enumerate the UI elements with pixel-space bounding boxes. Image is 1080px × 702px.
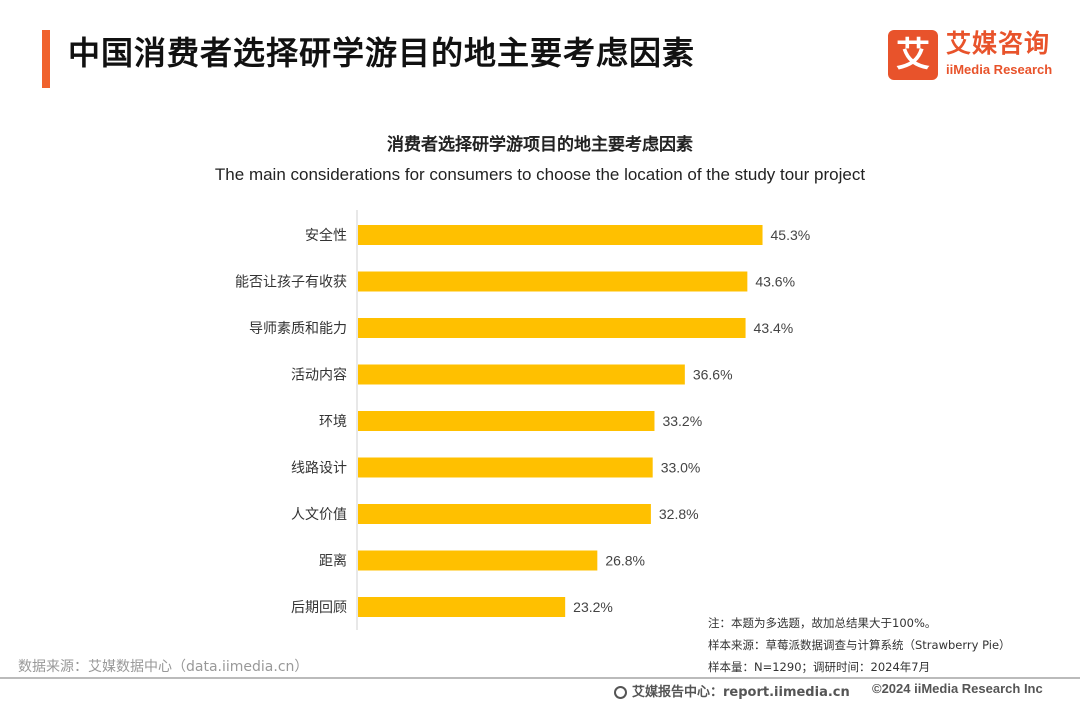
category-label: 人文价值: [291, 507, 347, 523]
category-label: 安全性: [305, 227, 347, 244]
chart-notes: 注：本题为多选题，故加总结果大于100%。 样本来源：草莓派数据调查与计算系统（…: [708, 612, 1011, 678]
category-label: 导师素质和能力: [249, 321, 347, 337]
category-label: 环境: [319, 414, 347, 430]
category-label: 能否让孩子有收获: [235, 275, 347, 291]
bar: [358, 318, 746, 338]
data-label: 23.2%: [573, 599, 613, 615]
data-label: 36.6%: [693, 367, 733, 383]
footer-report-center: 艾媒报告中心：report.iimedia.cn: [614, 681, 850, 700]
bar: [358, 225, 763, 245]
category-label: 活动内容: [291, 367, 347, 384]
footer-divider: [0, 677, 1080, 679]
bar: [358, 504, 651, 524]
logo-mark-icon: 艾: [888, 30, 938, 80]
data-label: 26.8%: [605, 553, 645, 569]
data-label: 33.0%: [661, 460, 701, 476]
logo-chinese-name: 艾媒咨询: [946, 29, 1051, 58]
footer: 艾媒报告中心：report.iimedia.cn ©2024 iiMedia R…: [0, 680, 1080, 702]
category-label: 线路设计: [291, 461, 347, 477]
data-label: 32.8%: [659, 506, 699, 522]
category-label: 距离: [319, 553, 347, 570]
data-source: 数据来源：艾媒数据中心（data.iimedia.cn）: [18, 659, 309, 675]
note-sample-size: 样本量：N=1290；调研时间：2024年7月: [708, 660, 931, 674]
data-label: 43.6%: [755, 274, 795, 290]
iimedia-logo: 艾 艾媒咨询 iiMedia Research: [888, 29, 1063, 80]
data-label: 33.2%: [662, 413, 702, 429]
bar: [358, 364, 685, 385]
category-label: 后期回顾: [291, 600, 347, 616]
data-label: 45.3%: [771, 227, 811, 243]
globe-icon: [614, 686, 627, 699]
data-label: 43.4%: [754, 320, 794, 336]
bar: [358, 271, 748, 292]
chart-title: 消费者选择研学游项目的地主要考虑因素: [387, 135, 693, 155]
bar: [358, 411, 655, 431]
page-title: 中国消费者选择研学游目的地主要考虑因素: [68, 34, 696, 72]
footer-copyright: ©2024 iiMedia Research Inc: [872, 681, 1043, 696]
bar: [358, 457, 653, 478]
note-sample-source: 样本来源：草莓派数据调查与计算系统（Strawberry Pie）: [708, 638, 1011, 652]
bar: [358, 597, 566, 617]
bar-chart: 安全性 45.3% 能否让孩子有收获 43.6% 导师素质和能力 43.4% 活动内容 36.…: [235, 210, 811, 630]
logo-english-name: iiMedia Research: [946, 62, 1053, 77]
title-accent-bar: [42, 30, 50, 88]
note-multiple-choice: 注：本题为多选题，故加总结果大于100%。: [708, 616, 937, 630]
bar: [358, 550, 598, 571]
chart-subtitle: The main considerations for consumers to…: [214, 165, 866, 184]
footer-report-center-text: 艾媒报告中心：report.iimedia.cn: [632, 685, 850, 700]
